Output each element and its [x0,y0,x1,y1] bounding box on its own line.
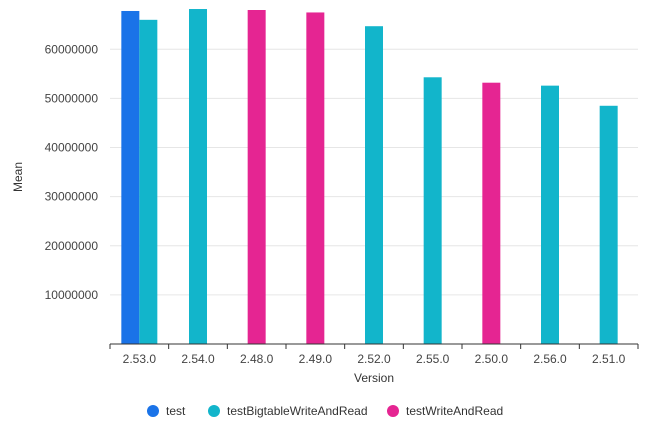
legend-swatch [387,405,399,417]
bar [599,105,618,344]
bar [121,10,140,344]
x-tick-label: 2.56.0 [533,352,567,366]
x-tick-label: 2.49.0 [299,352,333,366]
x-tick-label: 2.51.0 [592,352,626,366]
y-tick-label: 10000000 [45,288,99,302]
x-tick-label: 2.50.0 [475,352,509,366]
bar [306,12,325,345]
y-tick-label: 30000000 [45,190,99,204]
legend-swatch [208,405,220,417]
y-tick-labels: 10000000 20000000 30000000 40000000 50000000… [45,42,99,302]
bar [365,26,383,344]
legend: test testBigtableWriteAndRead testWriteAnd… [147,404,503,418]
legend-label: testBigtableWriteAndRead [227,404,368,418]
y-axis-title: Mean [11,162,25,192]
x-tick-label: 2.55.0 [416,352,450,366]
x-tick-label: 2.53.0 [123,352,157,366]
legend-label: testWriteAndRead [406,404,503,418]
legend-label: test [166,404,186,418]
bar [189,9,207,345]
bars [121,9,618,345]
bar [247,10,266,344]
x-tick-label: 2.54.0 [181,352,215,366]
bar [541,85,559,344]
bar [423,77,442,345]
bar [482,82,501,344]
y-tick-label: 60000000 [45,42,99,56]
bar [139,19,158,345]
y-tick-label: 20000000 [45,239,99,253]
x-tick-label: 2.48.0 [240,352,274,366]
x-axis-title: Version [354,371,394,385]
legend-swatch [147,405,159,417]
x-tick-labels: 2.53.0 2.54.0 2.48.0 2.49.0 2.52.0 2.55.0 2.50… [123,352,626,366]
x-tick-label: 2.52.0 [357,352,391,366]
y-tick-label: 50000000 [45,91,99,105]
y-tick-label: 40000000 [45,141,99,155]
